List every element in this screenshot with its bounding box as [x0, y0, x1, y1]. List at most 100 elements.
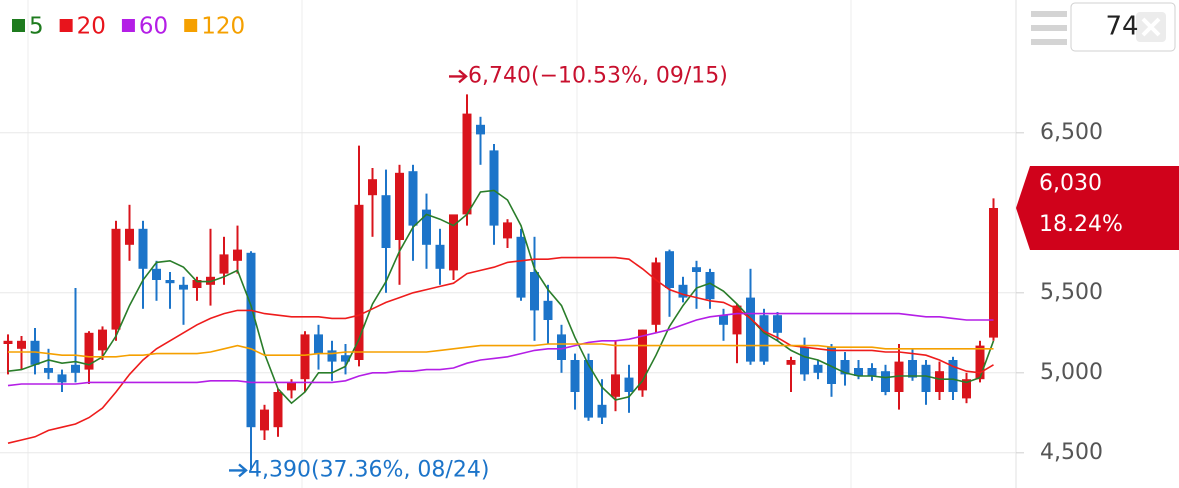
candle-body	[449, 214, 458, 271]
candle-body	[746, 297, 755, 362]
candle-body	[719, 315, 728, 325]
legend-label: 60	[139, 14, 168, 40]
candle-body	[962, 379, 971, 399]
candle-body	[233, 249, 242, 261]
candle-body	[71, 364, 80, 373]
candle-body	[975, 345, 985, 380]
candle-body	[125, 228, 134, 245]
candle-body	[44, 368, 53, 373]
candle-body	[584, 360, 593, 418]
candle-body	[287, 382, 296, 391]
candle-body	[314, 334, 323, 354]
clear-x	[1141, 17, 1161, 37]
candle-body	[678, 284, 688, 298]
ma-line	[7, 256, 994, 444]
menu-bar	[1031, 39, 1067, 45]
clear-icon[interactable]	[1136, 12, 1166, 42]
candle-body	[219, 254, 229, 274]
candle-body	[813, 364, 823, 373]
candle-body	[354, 204, 364, 360]
candle-body	[516, 236, 526, 298]
candle-body	[260, 409, 269, 431]
legend-label: 5	[29, 14, 44, 40]
date-grid	[27, 0, 852, 488]
legend-label: 120	[201, 14, 245, 40]
candle-body	[192, 280, 202, 288]
candle-body	[476, 124, 485, 135]
candle-body	[692, 267, 701, 272]
last-price-label: 6,030	[1039, 171, 1102, 196]
candle-body	[881, 371, 890, 392]
candle-body	[732, 305, 742, 335]
y-tick-label: 6,500	[1040, 120, 1103, 145]
candle-body	[300, 334, 310, 380]
annotation-label: 4,390(37.36%, 08/24)	[248, 457, 489, 482]
candle-body	[165, 280, 175, 284]
candle-body	[597, 404, 607, 418]
menu-icon[interactable]	[1031, 11, 1067, 45]
candle-body	[111, 228, 121, 330]
candle-body	[408, 171, 418, 226]
legend-swatch	[12, 19, 25, 32]
y-tick-label: 5,500	[1040, 280, 1103, 305]
candle-body	[665, 251, 674, 288]
candle-body	[422, 209, 431, 245]
candle-body	[3, 340, 13, 344]
candle-body	[395, 172, 404, 240]
candle-body	[908, 360, 917, 378]
menu-bar	[1031, 11, 1067, 17]
legend-swatch	[59, 19, 73, 32]
count-text: 74	[1105, 12, 1138, 42]
candle-body	[840, 360, 850, 375]
candle-body	[530, 272, 539, 311]
legend-swatch	[121, 19, 135, 32]
candle-body	[800, 347, 809, 375]
candle-body	[854, 368, 863, 376]
candle-body	[867, 368, 877, 376]
candle-body	[152, 268, 161, 280]
candle-body	[435, 244, 445, 269]
legend-swatch	[184, 19, 198, 32]
candle-body	[705, 272, 715, 300]
candle-body	[341, 355, 350, 362]
candle-body	[57, 374, 67, 383]
candle-body	[557, 334, 566, 360]
candle-body	[651, 262, 661, 325]
candle-body	[759, 315, 769, 362]
candle-body	[84, 332, 94, 370]
price-annotation: 4,390(37.36%, 08/24)	[229, 457, 489, 482]
annotation-arrow	[229, 463, 248, 478]
candle-body	[273, 392, 283, 428]
price-annotation: 6,740(−10.53%, 09/15)	[449, 63, 728, 88]
candle-body	[921, 364, 931, 392]
candle-body	[948, 360, 958, 392]
last-price-tag	[1016, 166, 1179, 250]
candle-body	[611, 374, 620, 397]
candle-body	[786, 360, 796, 365]
candle-body	[98, 329, 107, 351]
menu-bar	[1031, 25, 1067, 31]
candle-body	[624, 377, 634, 392]
ma-line	[7, 312, 994, 387]
annotation-label: 6,740(−10.53%, 09/15)	[468, 63, 728, 88]
candle-body	[179, 284, 188, 290]
candle-body	[935, 371, 944, 392]
candle-body	[327, 350, 337, 362]
candle-body	[462, 113, 472, 215]
candle-body	[989, 208, 998, 338]
candle-body	[17, 340, 26, 349]
candle-body	[368, 179, 377, 196]
y-tick-label: 5,000	[1040, 360, 1103, 385]
candle-body	[503, 222, 512, 239]
candle-body	[543, 300, 553, 320]
candle-body	[638, 329, 647, 391]
y-tick-label: 4,500	[1040, 440, 1103, 465]
candle-body	[489, 150, 499, 226]
candle-body	[138, 228, 148, 269]
ma-line	[8, 343, 994, 358]
change-label: 18.24%	[1039, 212, 1123, 237]
ma-line	[7, 189, 995, 405]
candle-body	[381, 195, 391, 248]
